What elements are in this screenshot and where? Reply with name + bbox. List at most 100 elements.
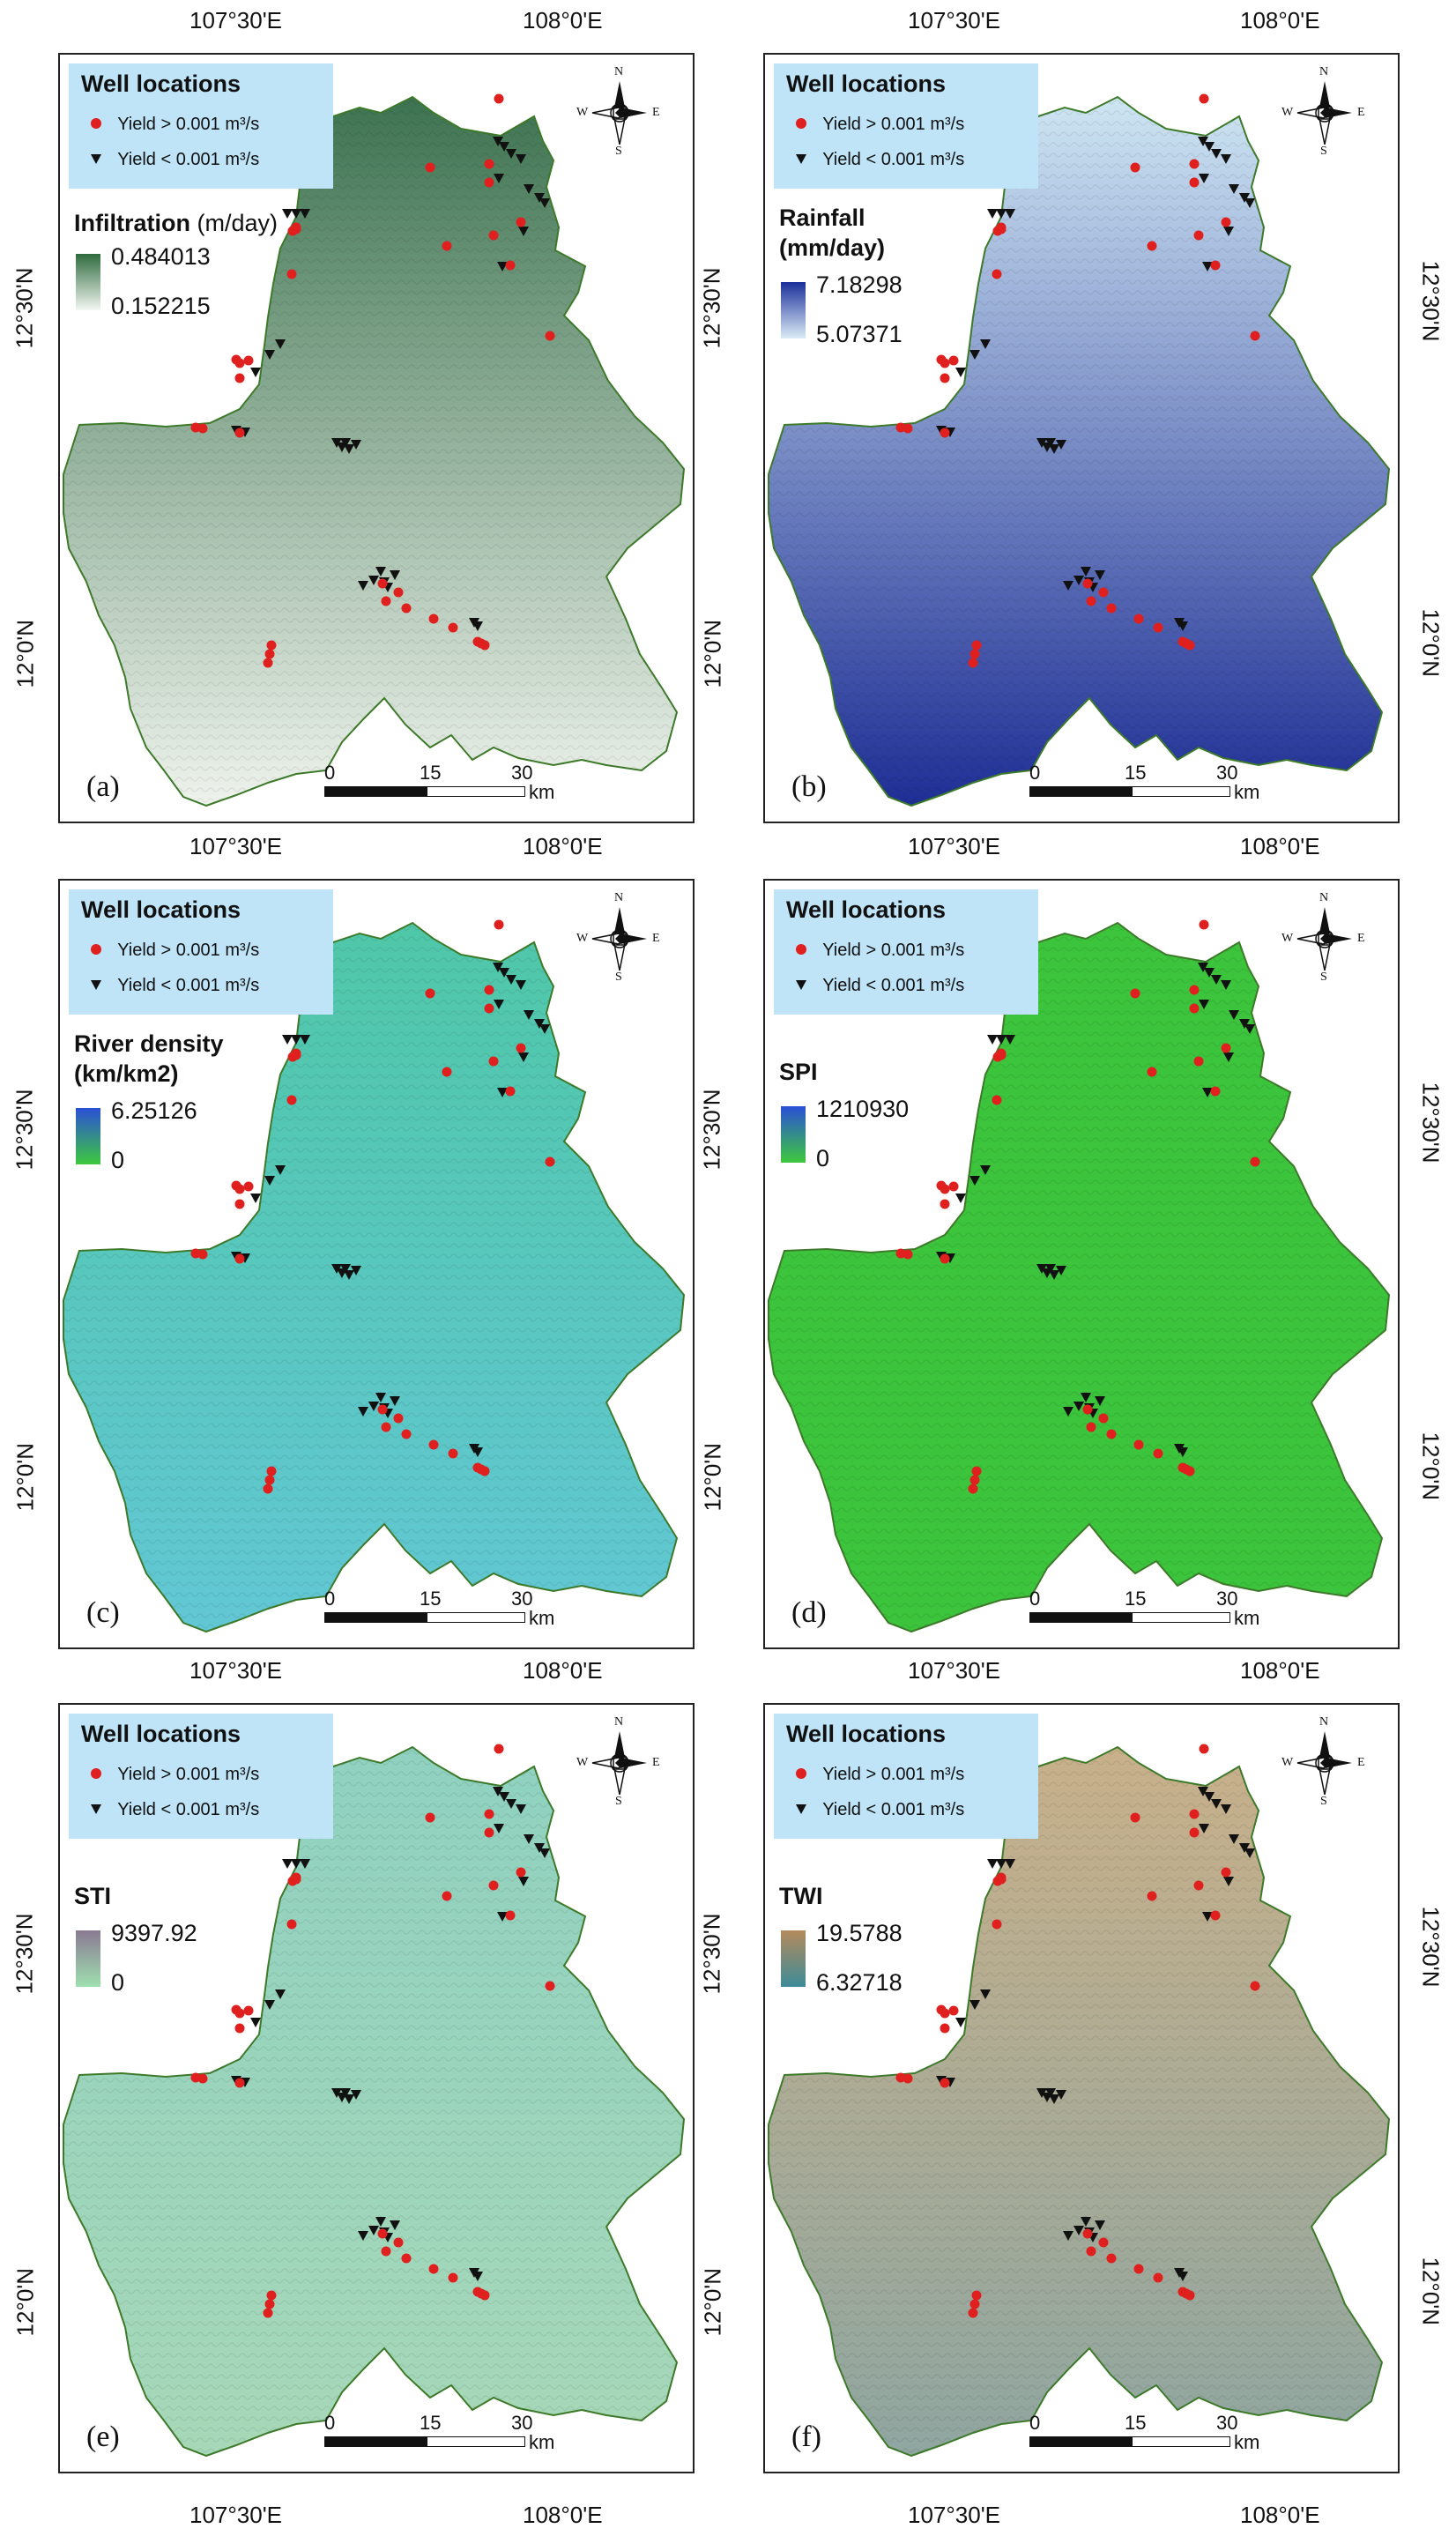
- well-high-yield-marker: [286, 1095, 297, 1105]
- well-high-yield-marker: [516, 1043, 526, 1053]
- well-low-yield-marker: [506, 975, 516, 985]
- scale-tick: 30: [511, 762, 533, 784]
- well-legend: Well locations Yield > 0.001 m³/s Yield …: [774, 63, 1038, 189]
- well-high-yield-marker: [1193, 1056, 1204, 1067]
- well-low-yield-marker: [275, 1165, 286, 1175]
- well-low-yield-marker: [1063, 2231, 1073, 2241]
- map-frame: Well locations Yield > 0.001 m³/s Yield …: [58, 53, 695, 823]
- black-triangle-icon: [795, 1800, 818, 1820]
- well-low-yield-marker: [493, 1787, 503, 1796]
- well-low-yield-marker: [1223, 227, 1234, 236]
- well-low-yield-marker: [996, 209, 1007, 219]
- well-high-yield-marker: [1250, 1981, 1260, 1991]
- well-low-yield-marker: [493, 963, 503, 972]
- well-low-yield-marker: [955, 2018, 966, 2027]
- color-ramp: [76, 1108, 100, 1164]
- ramp-max-value: 1210930: [816, 1096, 910, 1122]
- well-high-yield-marker: [1189, 985, 1200, 995]
- lat-label: 12°30'N: [1417, 1906, 1445, 1988]
- well-low-yield-marker: [1211, 975, 1222, 985]
- well-low-yield-marker: [1221, 980, 1231, 990]
- well-high-yield-marker: [545, 331, 555, 341]
- lon-label: 107°30'E: [189, 7, 283, 33]
- well-low-yield-marker: [1244, 198, 1255, 208]
- scale-tick: 0: [324, 1588, 336, 1610]
- scale-segment-black: [324, 1612, 427, 1623]
- well-high-yield-marker: [484, 1003, 494, 1014]
- well-low-yield-marker: [1211, 149, 1222, 159]
- well-low-yield-marker: [955, 1194, 966, 1203]
- scale-tick: 15: [420, 762, 442, 784]
- east-letter: E: [1357, 1756, 1365, 1769]
- ramp-max-value: 0.484013: [111, 243, 211, 270]
- well-low-yield-marker: [375, 2217, 386, 2227]
- well-high-yield-marker: [948, 1181, 959, 1192]
- well-legend: Well locations Yield > 0.001 m³/s Yield …: [69, 1714, 333, 1839]
- panel-tag: (b): [791, 770, 827, 803]
- scale-tick: 15: [1125, 2412, 1147, 2434]
- lon-label: 107°30'E: [908, 1657, 1001, 1684]
- north-letter: N: [1319, 891, 1329, 904]
- north-letter: N: [614, 891, 624, 904]
- well-high-yield-marker: [1153, 622, 1163, 633]
- south-letter: S: [1320, 145, 1327, 158]
- well-high-yield-marker: [895, 1248, 906, 1259]
- lon-label: 108°0'E: [523, 7, 603, 33]
- well-high-yield-marker: [264, 649, 275, 659]
- lon-label: 108°0'E: [1240, 7, 1320, 33]
- well-high-yield-marker: [940, 1199, 950, 1209]
- well-legend: Well locations Yield > 0.001 m³/s Yield …: [69, 63, 333, 189]
- well-high-yield-marker: [234, 373, 245, 383]
- well-low-yield-marker: [337, 2093, 347, 2102]
- well-high-yield-marker: [393, 2237, 404, 2248]
- scale-bar: 0 15 30 km: [1029, 1588, 1259, 1629]
- well-high-yield-marker: [969, 1475, 980, 1485]
- well-low-yield-marker: [1244, 1024, 1255, 1034]
- legend-row-low: Yield < 0.001 m³/s: [90, 150, 259, 170]
- panel-tag: (c): [86, 1596, 120, 1629]
- well-low-yield-marker: [1204, 1792, 1215, 1802]
- well-high-yield-marker: [448, 2272, 458, 2283]
- well-low-yield-marker: [1036, 1264, 1047, 1274]
- west-letter: W: [576, 106, 589, 119]
- well-high-yield-marker: [1086, 2246, 1096, 2257]
- well-low-yield-marker: [1223, 1052, 1234, 1062]
- scale-tick: 30: [511, 2412, 533, 2434]
- well-low-yield-marker: [1223, 1877, 1234, 1886]
- scale-tick: 0: [324, 2412, 336, 2434]
- well-low-yield-marker: [1221, 154, 1231, 164]
- color-ramp: [76, 254, 100, 310]
- well-high-yield-marker: [948, 2005, 959, 2016]
- well-high-yield-marker: [1130, 162, 1140, 173]
- well-high-yield-marker: [1210, 1086, 1221, 1097]
- well-high-yield-marker: [1082, 2228, 1093, 2239]
- well-high-yield-marker: [494, 93, 504, 104]
- map-canvas: [768, 93, 1391, 807]
- well-high-yield-marker: [190, 2072, 201, 2083]
- well-low-yield-marker: [969, 1176, 980, 1186]
- well-high-yield-marker: [401, 1429, 412, 1439]
- map-canvas: [768, 1744, 1391, 2458]
- well-high-yield-marker: [971, 2290, 982, 2301]
- well-high-yield-marker: [425, 988, 435, 999]
- legend-row-high: Yield > 0.001 m³/s: [795, 1765, 964, 1785]
- well-high-yield-marker: [968, 1484, 978, 1494]
- well-high-yield-marker: [996, 1874, 1007, 1885]
- well-low-yield-marker: [969, 350, 980, 360]
- lat-label: 12°30'N: [698, 1913, 725, 1995]
- lon-label: 107°30'E: [189, 2502, 283, 2528]
- well-low-yield-marker: [264, 350, 275, 360]
- terrain-texture: [63, 1747, 684, 2456]
- scale-tick: 15: [1125, 1588, 1147, 1610]
- well-high-yield-marker: [992, 269, 1002, 279]
- well-high-yield-marker: [1189, 177, 1200, 188]
- well-low-yield-marker: [539, 198, 550, 208]
- well-low-yield-marker: [1005, 1035, 1015, 1045]
- west-letter: W: [1281, 106, 1294, 119]
- well-high-yield-marker: [381, 596, 391, 606]
- well-low-yield-marker: [1049, 2094, 1059, 2104]
- scale-tick: 0: [1029, 2412, 1041, 2434]
- well-low-yield-marker: [1204, 142, 1215, 152]
- well-low-yield-marker: [300, 209, 310, 219]
- well-high-yield-marker: [1098, 2237, 1109, 2248]
